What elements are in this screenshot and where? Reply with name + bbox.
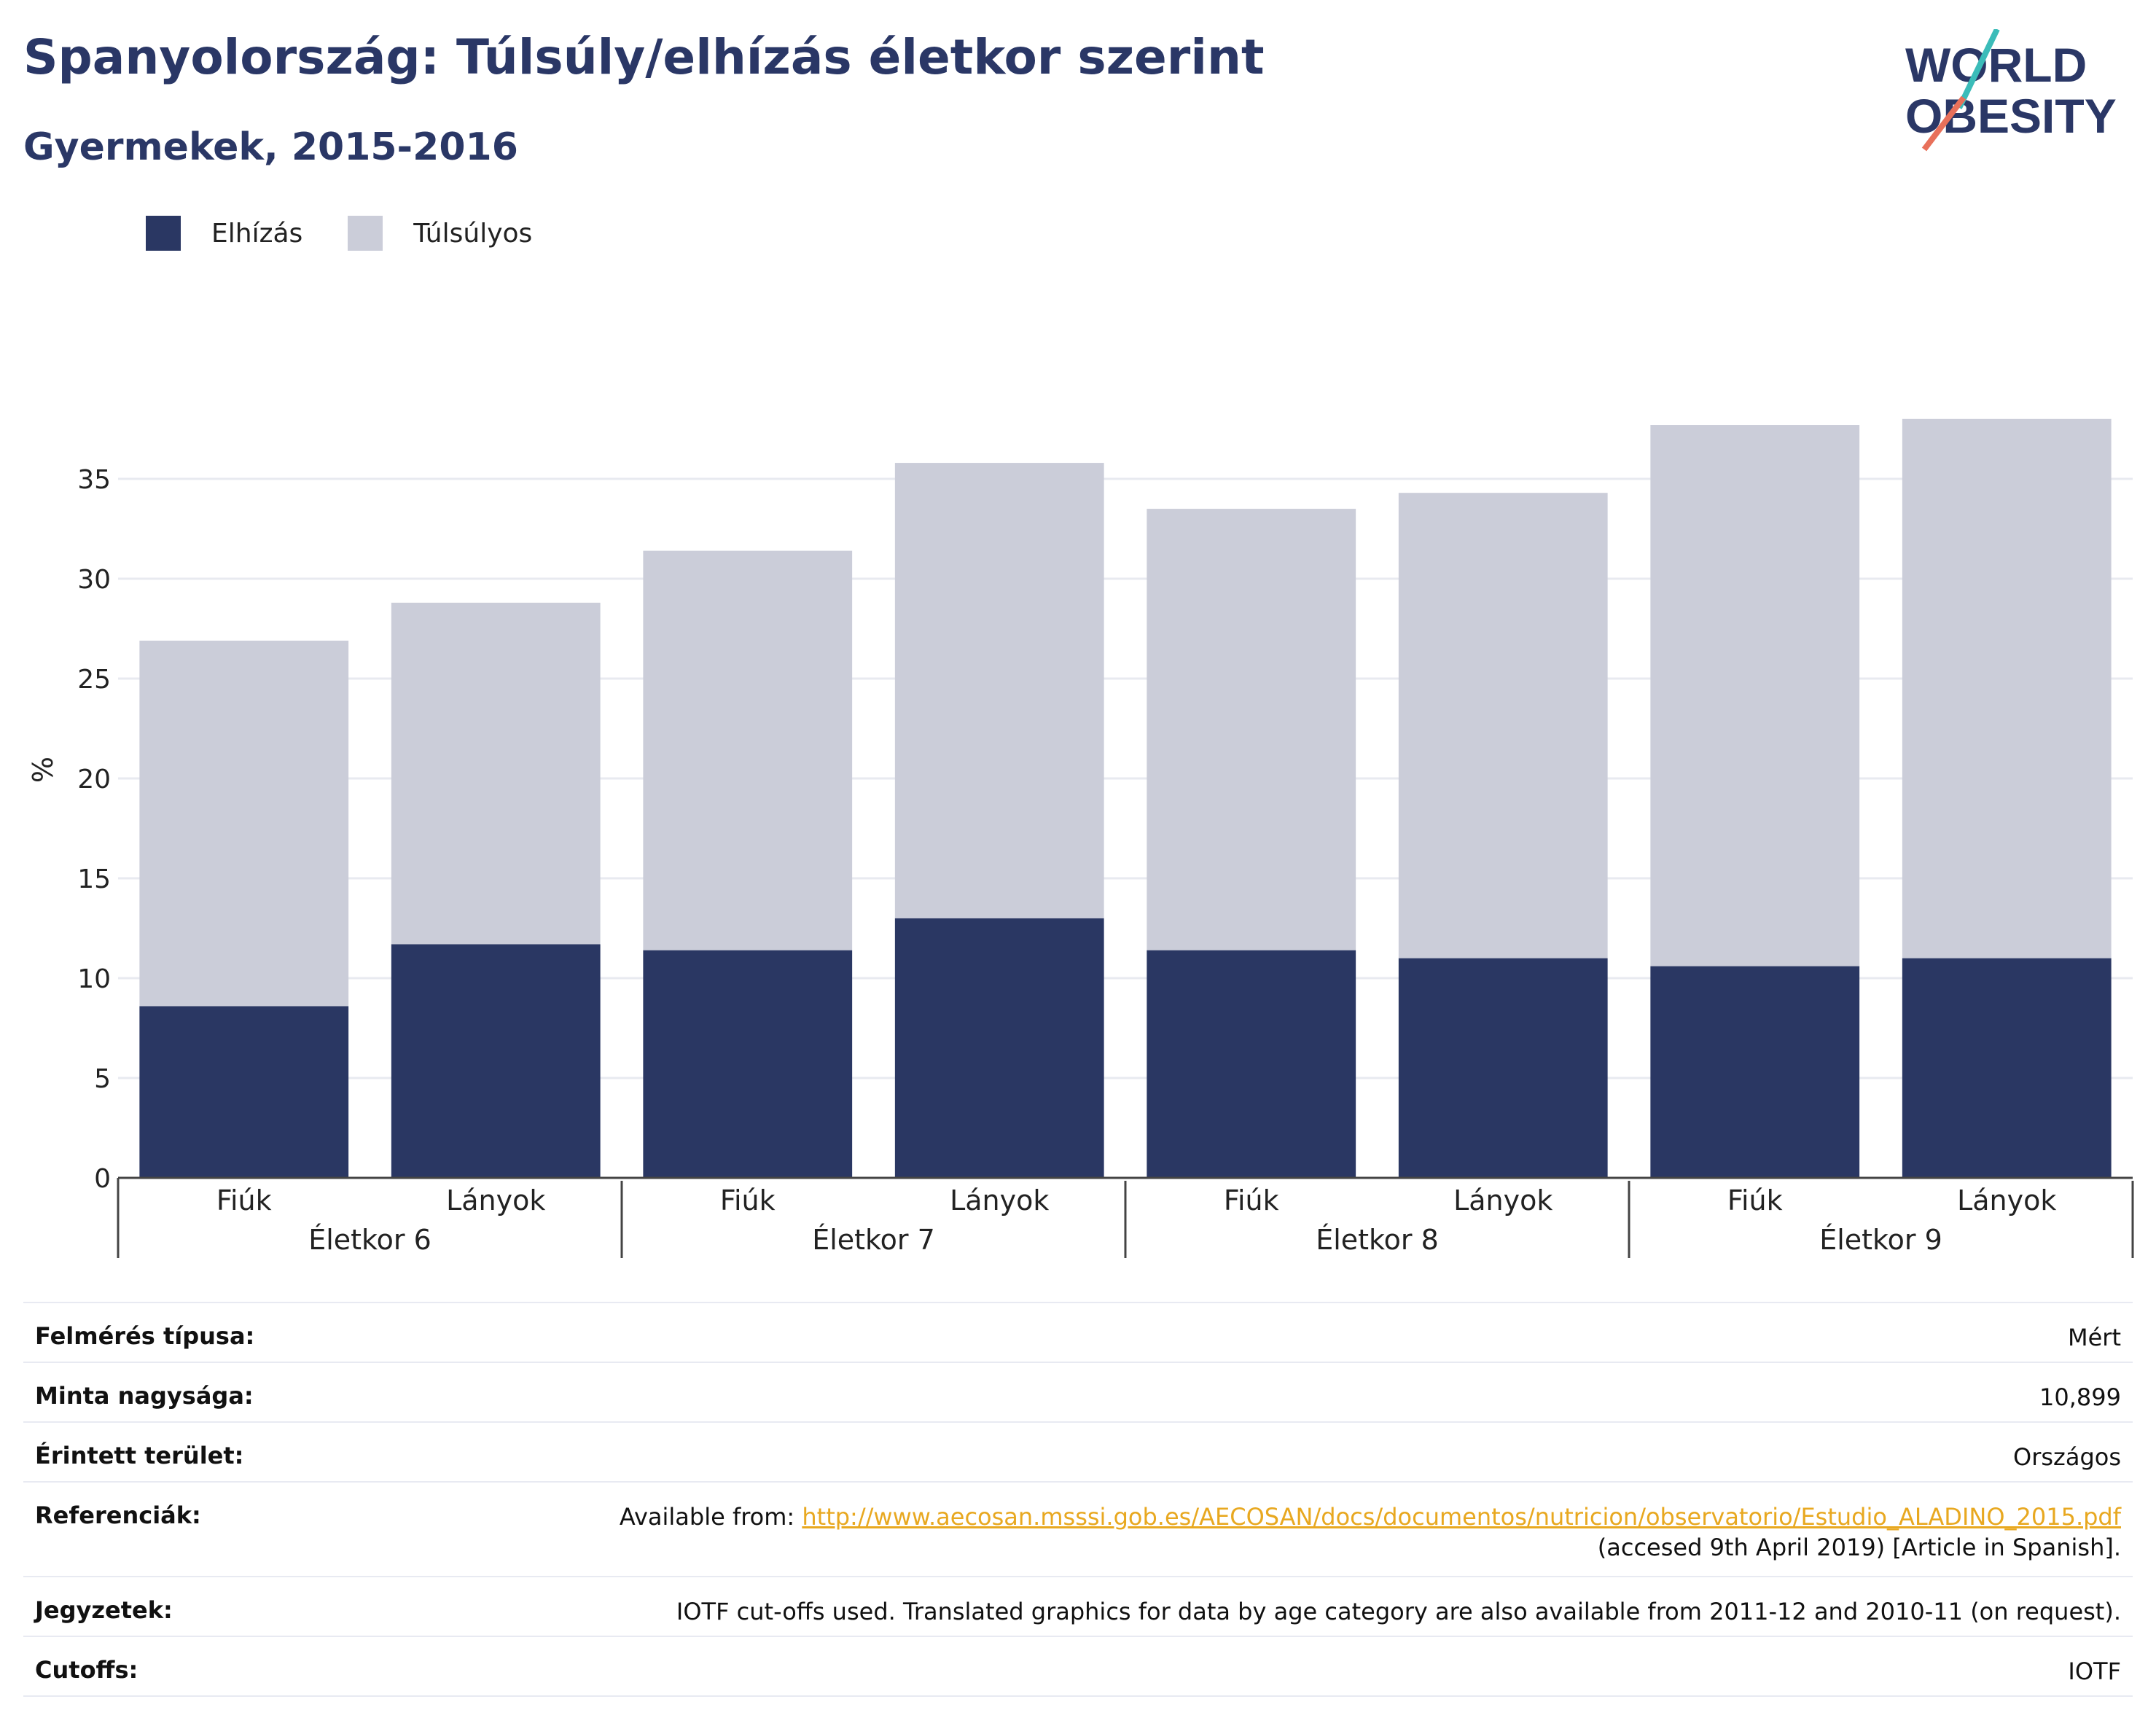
info-value-cutoffs: IOTF [2068, 1657, 2121, 1685]
info-value-area: Országos [2013, 1443, 2121, 1471]
info-row-cutoffs: Cutoffs: IOTF [23, 1636, 2133, 1697]
info-value-survey-type: Mért [2068, 1324, 2121, 1351]
x-tick-label: Lányok [1453, 1184, 1552, 1216]
chart-title: Spanyolország: Túlsúly/elhízás életkor s… [23, 29, 1265, 85]
bar-elhizas [1650, 966, 1860, 1178]
x-tick-label: Fiúk [216, 1184, 272, 1216]
info-value-sample-size: 10,899 [2039, 1383, 2121, 1411]
y-tick-label: 25 [77, 665, 111, 695]
reference-suffix: (accesed 9th April 2019) [Article in Spa… [1597, 1534, 2121, 1561]
info-row-sample-size: Minta nagysága: 10,899 [23, 1362, 2133, 1421]
x-tick-label: Fiúk [1727, 1184, 1783, 1216]
world-obesity-logo: WORLD OBESITY [1905, 29, 2117, 152]
legend-item-tulsulyos: Túlsúlyos [348, 216, 532, 251]
info-label-cutoffs: Cutoffs: [35, 1656, 138, 1684]
x-tick-label: Fiúk [1224, 1184, 1279, 1216]
info-label-area: Érintett terület: [35, 1442, 244, 1469]
logo-line2: OBESITY [1905, 89, 2117, 143]
bar-elhizas [391, 944, 601, 1178]
info-row-survey-type: Felmérés típusa: Mért [23, 1302, 2133, 1362]
bar-elhizas [1398, 958, 1608, 1178]
y-tick-label: 15 [77, 864, 111, 894]
bar-tulsulyos [894, 463, 1104, 918]
bar-tulsulyos [391, 602, 601, 945]
stacked-bar-chart: 0 5 10 15 20 25 30 35% Fiúk Lányok Fiúk Lányok Fiúk L… [27, 418, 2134, 1258]
info-row-notes: Jegyzetek: IOTF cut-offs used. Translate… [23, 1576, 2133, 1636]
bar-tulsulyos [1902, 418, 2112, 958]
y-axis-label: % [27, 757, 59, 783]
bar-elhizas [1147, 950, 1356, 1178]
legend-label-tulsulyos: Túlsúlyos [413, 218, 533, 249]
info-value-notes: IOTF cut-offs used. Translated graphics … [676, 1598, 2121, 1625]
bar-tulsulyos [139, 640, 349, 1007]
legend-label-elhizas: Elhízás [211, 218, 303, 249]
group-label: Életkor 7 [812, 1224, 935, 1256]
group-label: Életkor 8 [1316, 1224, 1439, 1256]
reference-link[interactable]: http://www.aecosan.msssi.gob.es/AECOSAN/… [802, 1503, 2121, 1531]
y-tick-label: 0 [94, 1164, 111, 1194]
logo-coral-slash [1921, 95, 1966, 152]
bar-tulsulyos [1147, 509, 1356, 950]
y-tick-label: 30 [77, 565, 111, 595]
bar-elhizas [643, 950, 853, 1178]
logo-teal-slash [1956, 29, 2000, 109]
y-tick-label: 35 [77, 465, 111, 495]
bar-tulsulyos [1398, 493, 1608, 958]
bar-elhizas [1902, 958, 2112, 1178]
legend-swatch-tulsulyos [348, 216, 383, 251]
bar-tulsulyos [643, 550, 853, 950]
info-label-references: Referenciák: [35, 1501, 201, 1529]
x-tick-label: Fiúk [720, 1184, 776, 1216]
y-tick-label: 5 [94, 1064, 111, 1094]
y-tick-label: 20 [77, 765, 111, 794]
info-row-area: Érintett terület: Országos [23, 1421, 2133, 1481]
chart-subtitle: Gyermekek, 2015-2016 [23, 125, 518, 169]
bar-elhizas [894, 918, 1104, 1178]
y-tick-label: 10 [77, 964, 111, 994]
x-tick-label: Lányok [446, 1184, 545, 1216]
bar-elhizas [139, 1006, 349, 1178]
legend-item-elhizas: Elhízás [146, 216, 302, 251]
info-label-notes: Jegyzetek: [35, 1596, 173, 1624]
info-row-references: Referenciák: Available from: http://www.… [23, 1481, 2133, 1576]
reference-prefix: Available from: [619, 1503, 802, 1531]
x-tick-label: Lányok [1957, 1184, 2056, 1216]
logo-line1: WORLD [1905, 38, 2087, 92]
bar-tulsulyos [1650, 425, 1860, 966]
group-label: Életkor 6 [308, 1224, 431, 1256]
info-label-survey-type: Felmérés típusa: [35, 1322, 255, 1350]
legend-swatch-elhizas [146, 216, 181, 251]
info-label-sample-size: Minta nagysága: [35, 1382, 254, 1410]
group-label: Életkor 9 [1819, 1224, 1942, 1256]
chart-legend: Elhízás Túlsúlyos [146, 216, 577, 251]
info-table: Felmérés típusa: Mért Minta nagysága: 10… [23, 1302, 2133, 1697]
info-value-references: Available from: http://www.aecosan.msssi… [620, 1501, 2121, 1563]
x-tick-label: Lányok [950, 1184, 1049, 1216]
